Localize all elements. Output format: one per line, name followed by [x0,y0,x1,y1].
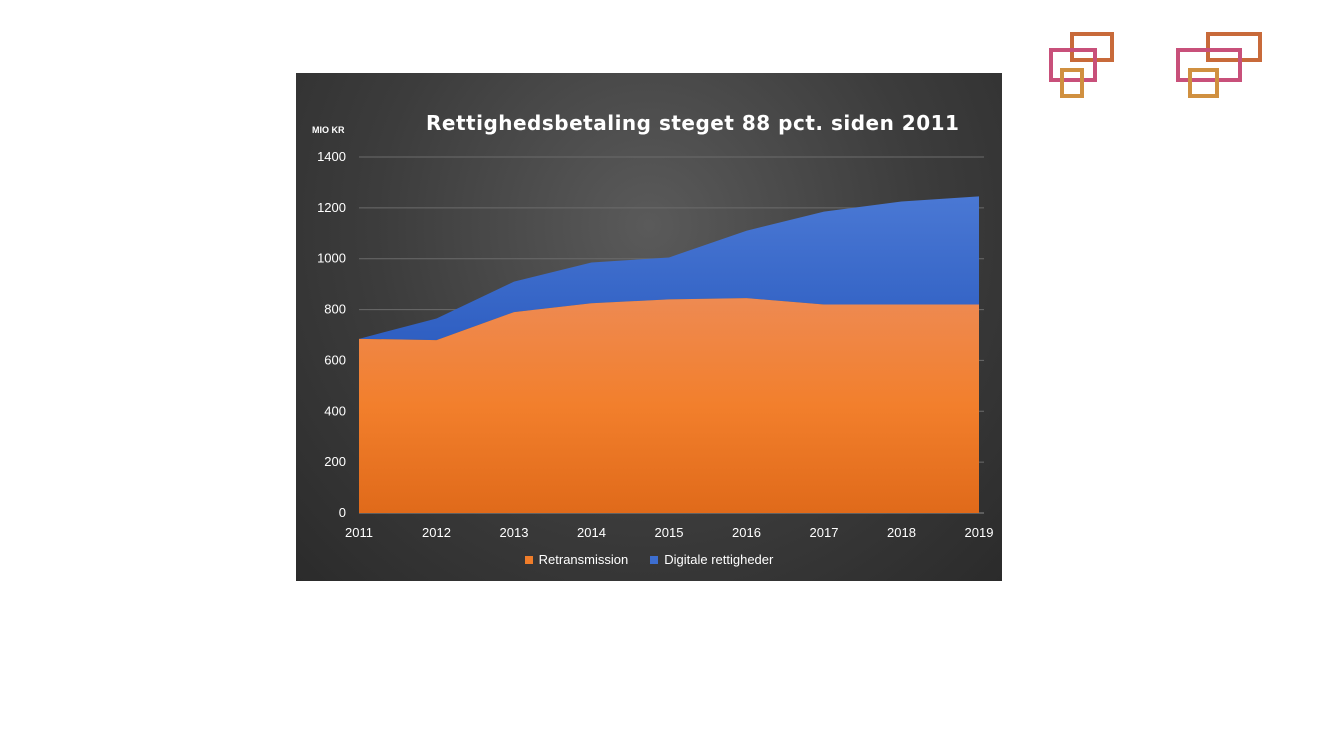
x-tick-label: 2018 [887,525,916,540]
legend-item-retransmission: Retransmission [524,552,629,567]
logo-right [1176,32,1262,98]
y-tick-labels: 0 200 400 600 800 1000 1200 1400 [317,149,346,520]
legend: Retransmission Digitale rettigheder [296,552,1002,567]
x-tick-label: 2011 [345,525,373,540]
area-series [359,196,979,513]
y-tick-label: 200 [324,454,346,469]
x-tick-label: 2017 [810,525,839,540]
x-tick-label: 2014 [577,525,606,540]
chart-title: Rettighedsbetaling steget 88 pct. siden … [426,111,960,135]
y-tick-label: 1200 [317,200,346,215]
legend-label-digitale: Digitale rettigheder [664,552,774,567]
area-retransmission [359,298,979,513]
y-tick-label: 600 [324,352,346,367]
legend-label-retransmission: Retransmission [538,552,629,567]
x-tick-label: 2019 [965,525,994,540]
legend-item-digitale: Digitale rettigheder [650,552,773,567]
legend-swatch-digitale [650,555,659,564]
x-tick-label: 2013 [500,525,529,540]
y-tick-label: 800 [324,302,346,317]
y-tick-label: 1400 [317,149,346,164]
x-tick-label: 2015 [655,525,684,540]
x-tick-label: 2016 [732,525,761,540]
y-axis-unit-label: MIO KR [312,125,345,135]
x-tick-label: 2012 [422,525,451,540]
y-tick-label: 0 [339,505,346,520]
logo-left [1049,32,1114,98]
chart-panel: 0 200 400 600 800 1000 1200 1400 2011 2012 2013 20… [296,73,1002,581]
y-tick-label: 1000 [317,251,346,266]
legend-swatch-retransmission [524,555,533,564]
y-tick-label: 400 [324,403,346,418]
x-tick-labels: 2011 2012 2013 2014 2015 2016 2017 2018 2019 [345,525,993,540]
area-digitale-rettigheder [359,196,979,341]
